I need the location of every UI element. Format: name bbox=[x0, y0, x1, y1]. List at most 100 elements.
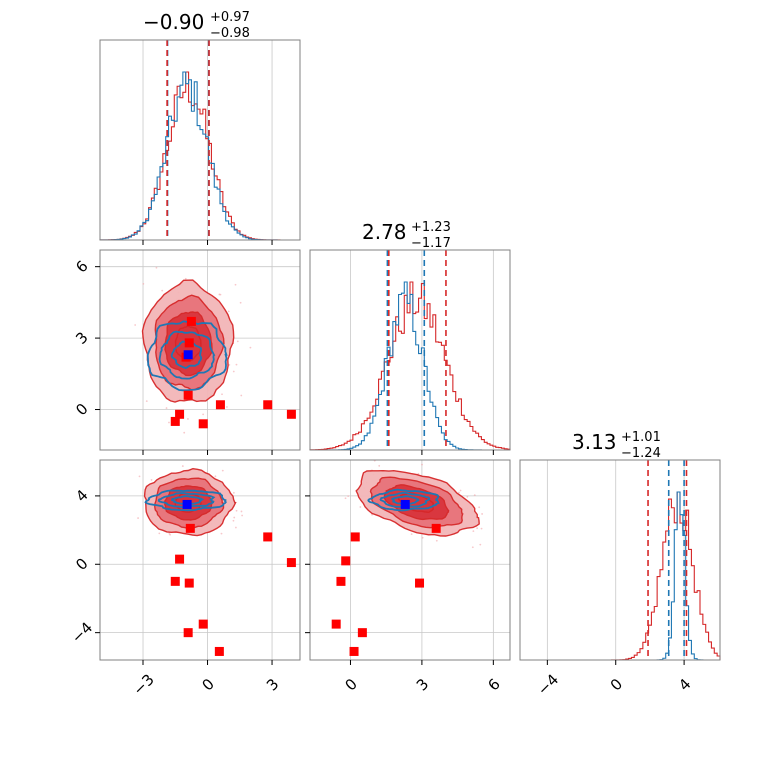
joint-0-2-ytick-label-1: 0 bbox=[72, 555, 91, 574]
joint-0-1-sample-dot bbox=[228, 363, 231, 366]
joint-0-2-sample-dot bbox=[220, 532, 223, 535]
joint-0-1-sample-dot bbox=[221, 393, 223, 396]
panel-title-1: 2.78 +1.23 −1.17 bbox=[362, 220, 451, 251]
joint-0-2-sample-dot bbox=[232, 519, 235, 522]
joint-0-2-sample-dot bbox=[241, 514, 244, 517]
joint-0-1-sample-dot bbox=[240, 394, 243, 397]
title-1-plus: +1.23 bbox=[411, 220, 451, 235]
joint-1-2-xtick-label-0: 0 bbox=[341, 675, 360, 694]
joint-0-2-red-marker-1 bbox=[175, 554, 185, 564]
joint-0-1-frame bbox=[99, 249, 301, 451]
joint-0-1-sample-dot bbox=[134, 324, 137, 326]
joint-0-2-red-marker-2 bbox=[170, 576, 180, 586]
joint-0-1-sample-dot bbox=[184, 277, 187, 280]
marginal-0-grid bbox=[142, 40, 273, 240]
joint-0-2-sample-dot bbox=[138, 475, 141, 478]
joint-1-2-red-marker-1 bbox=[350, 532, 360, 542]
joint-1-2-xtick-label-2: 6 bbox=[484, 675, 503, 694]
joint-0-1-red-marker-7 bbox=[215, 400, 225, 410]
joint-1-2-sample-dot bbox=[359, 506, 362, 508]
joint-0-1-sample-dot bbox=[161, 289, 164, 292]
joint-1-2-red-marker-5 bbox=[331, 619, 341, 629]
joint-1-2-sample-dot bbox=[378, 464, 381, 467]
joint-1-2-sample-dot bbox=[410, 533, 413, 536]
title-1-minus: −1.17 bbox=[411, 236, 451, 251]
joint-1-2-blue-contour-1 bbox=[379, 491, 431, 508]
joint-0-1-sample-dot bbox=[145, 400, 148, 403]
joint-1-2-sample-dot bbox=[473, 494, 476, 497]
title-2-minus: −1.24 bbox=[621, 446, 661, 461]
joint-1-2-sample-dot bbox=[478, 506, 481, 509]
joint-0-1-red-marker-5 bbox=[170, 416, 180, 426]
joint-0-1-sample-dot bbox=[187, 418, 189, 420]
joint-0-1-red-marker-8 bbox=[263, 400, 273, 410]
joint-0-2-sample-dot bbox=[158, 532, 161, 535]
title-0-plus: +0.97 bbox=[210, 10, 250, 25]
title-0-minus: −0.98 bbox=[210, 26, 250, 41]
joint-0-1-blue-contour-2 bbox=[170, 340, 203, 370]
joint-0-2-blue-contour-0 bbox=[144, 489, 227, 512]
joint-1-2-sample-dot bbox=[347, 495, 350, 498]
joint-1-2-red-marker-3 bbox=[336, 576, 346, 586]
joint-0-2-red-marker-5 bbox=[286, 558, 296, 568]
joint-0-2-sample-dot bbox=[232, 491, 235, 494]
joint-0-1-red-marker-0 bbox=[186, 316, 196, 326]
joint-0-2-sample-dot bbox=[221, 469, 224, 472]
joint-0-1-blue-contour-1 bbox=[158, 330, 216, 380]
joint-0-2-sample-dot bbox=[150, 479, 153, 481]
joint-1-2-sample-dot bbox=[466, 495, 469, 498]
marginal-2-xtick-label-1: 0 bbox=[607, 675, 626, 694]
joint-1-2-sample-dot bbox=[458, 491, 460, 494]
joint-0-1-sample-dot bbox=[226, 406, 228, 408]
joint-0-1-blue-contour-0 bbox=[146, 320, 228, 392]
joint-0-2-xtick-label-0: −3 bbox=[130, 671, 158, 699]
joint-1-2-red-marker-2 bbox=[341, 556, 351, 566]
joint-0-2-xtick-label-1: 0 bbox=[198, 675, 217, 694]
joint-1-2-sample-dot bbox=[435, 539, 438, 542]
joint-1-2-sample-dot bbox=[476, 527, 479, 530]
joint-0-1-sample-dot bbox=[165, 407, 168, 409]
joint-0-1-red-marker-4 bbox=[175, 409, 185, 419]
joint-0-1-sample-dot bbox=[234, 283, 237, 286]
joint-0-1-sample-dot bbox=[227, 310, 230, 313]
joint-1-2-xtick-label-1: 3 bbox=[413, 675, 432, 694]
joint-0-1-ytick-label-2: 6 bbox=[72, 257, 91, 276]
joint-0-1-sample-dot bbox=[202, 413, 205, 416]
joint-0-1-sample-dot bbox=[249, 346, 252, 349]
joint-0-1-red-marker-6 bbox=[198, 419, 208, 429]
joint-1-2-blue-contour-2 bbox=[390, 495, 420, 505]
joint-0-1-sample-dot bbox=[168, 421, 170, 424]
marginal-1 bbox=[310, 250, 510, 450]
joint-0-2-sample-dot bbox=[235, 509, 238, 512]
joint-1-2-red-marker-4 bbox=[415, 578, 425, 588]
marginal-2-frame bbox=[519, 459, 721, 661]
joint-1-2-sample-dot bbox=[344, 497, 347, 500]
joint-0-1-sample-dot bbox=[142, 282, 145, 285]
joint-1-2-sample-dot bbox=[421, 463, 423, 466]
joint-1-2-sample-dot bbox=[472, 530, 475, 533]
joint-0-1-sample-dot bbox=[219, 293, 222, 296]
joint-0-2-sample-dot bbox=[181, 465, 184, 467]
joint-0-1-sample-dot bbox=[232, 370, 235, 373]
title-1-median: 2.78 bbox=[362, 220, 407, 244]
joint-0-1-sample-dot bbox=[236, 340, 239, 343]
joint-1-2-sample-dot bbox=[421, 536, 424, 539]
joint-0-2-blue-marker-0 bbox=[182, 499, 192, 509]
joint-1-2-blue-marker-0 bbox=[400, 499, 410, 509]
joint-1-2-frame bbox=[309, 459, 511, 661]
marginal-0-bg bbox=[100, 40, 300, 240]
joint-1-2-sample-dot bbox=[459, 489, 462, 492]
panel-title-0: −0.90 +0.97 −0.98 bbox=[143, 10, 250, 41]
joint-0-1-sample-dot bbox=[183, 431, 186, 434]
joint-1-2-sample-dot bbox=[481, 513, 484, 515]
marginal-1-frame bbox=[309, 249, 511, 451]
marginal-2-xtick-label-0: −4 bbox=[534, 671, 562, 699]
marginal-0 bbox=[100, 40, 300, 240]
joint-0-1-ytick-label-1: 3 bbox=[72, 328, 91, 347]
joint-0-1-red-marker-9 bbox=[286, 409, 296, 419]
joint-0-2-red-marker-6 bbox=[198, 619, 208, 629]
title-2-plus: +1.01 bbox=[621, 430, 661, 445]
joint-1-2-blue-contour-0 bbox=[367, 488, 440, 512]
joint-0-2-blue-contour-1 bbox=[157, 492, 216, 509]
joint-0-1-red-marker-3 bbox=[183, 390, 193, 400]
